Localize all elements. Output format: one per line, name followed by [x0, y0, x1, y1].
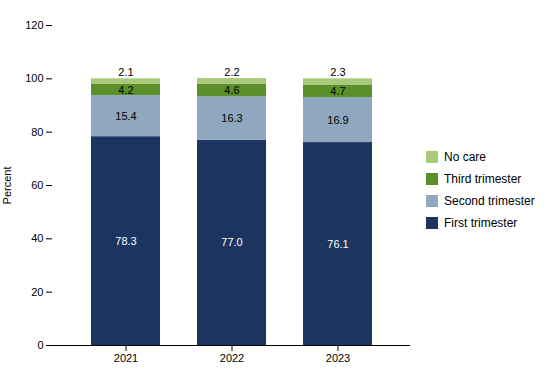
svg-text:60: 60 [31, 179, 43, 191]
svg-text:80: 80 [31, 125, 43, 137]
svg-text:4.7: 4.7 [330, 84, 345, 96]
svg-text:77.0: 77.0 [221, 236, 242, 248]
svg-text:Percent: Percent [1, 166, 13, 204]
svg-text:2021: 2021 [114, 352, 138, 364]
svg-text:4.2: 4.2 [118, 83, 133, 95]
svg-text:16.9: 16.9 [327, 113, 348, 125]
svg-text:120: 120 [25, 19, 43, 31]
svg-text:15.4: 15.4 [115, 109, 136, 121]
svg-text:4.6: 4.6 [224, 84, 239, 96]
svg-text:0: 0 [37, 339, 43, 351]
svg-text:2023: 2023 [326, 352, 350, 364]
html-text:Second trimester: Second trimester [444, 193, 535, 208]
svg-text:2022: 2022 [220, 352, 244, 364]
html-text:No care: No care [444, 149, 486, 164]
svg-text:40: 40 [31, 232, 43, 244]
html-text:First trimester: First trimester [444, 215, 518, 230]
svg-text:16.3: 16.3 [221, 111, 242, 123]
svg-text:2.2: 2.2 [224, 65, 239, 77]
html-text:Third trimester: Third trimester [444, 171, 522, 186]
svg-text:100: 100 [25, 72, 43, 84]
svg-text:2.3: 2.3 [330, 65, 345, 77]
svg-text:2.1: 2.1 [118, 65, 133, 77]
svg-text:78.3: 78.3 [115, 234, 136, 246]
svg-text:76.1: 76.1 [327, 237, 348, 249]
svg-text:20: 20 [31, 285, 43, 297]
